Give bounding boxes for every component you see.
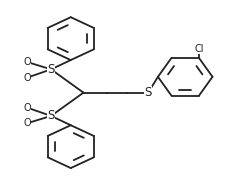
Text: O: O (23, 103, 31, 112)
Text: Cl: Cl (194, 44, 204, 54)
Text: S: S (145, 86, 152, 99)
Text: O: O (23, 73, 31, 83)
Text: O: O (23, 118, 31, 128)
Text: O: O (23, 57, 31, 67)
Text: S: S (48, 63, 55, 76)
Text: S: S (48, 109, 55, 122)
